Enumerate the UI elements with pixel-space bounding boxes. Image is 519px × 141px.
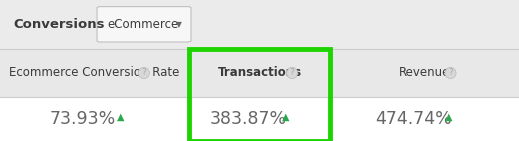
Text: ?: ? — [141, 69, 146, 77]
Text: Transactions: Transactions — [217, 66, 302, 80]
Text: ▲: ▲ — [445, 112, 452, 122]
FancyBboxPatch shape — [0, 49, 519, 97]
Text: Ecommerce Conversion Rate: Ecommerce Conversion Rate — [9, 66, 180, 80]
Text: ?: ? — [448, 69, 453, 77]
FancyBboxPatch shape — [97, 7, 191, 42]
Text: 383.87%: 383.87% — [210, 110, 286, 128]
Text: eCommerce: eCommerce — [107, 18, 179, 31]
Text: 474.74%: 474.74% — [375, 110, 452, 128]
Text: Revenue: Revenue — [399, 66, 450, 80]
Text: Conversions: Conversions — [13, 18, 104, 31]
FancyBboxPatch shape — [0, 0, 519, 49]
Text: ?: ? — [290, 69, 295, 77]
Text: 73.93%: 73.93% — [50, 110, 116, 128]
FancyBboxPatch shape — [0, 97, 519, 141]
Text: ▲: ▲ — [117, 112, 124, 122]
Text: ▼: ▼ — [175, 20, 182, 29]
Text: ▲: ▲ — [282, 112, 289, 122]
